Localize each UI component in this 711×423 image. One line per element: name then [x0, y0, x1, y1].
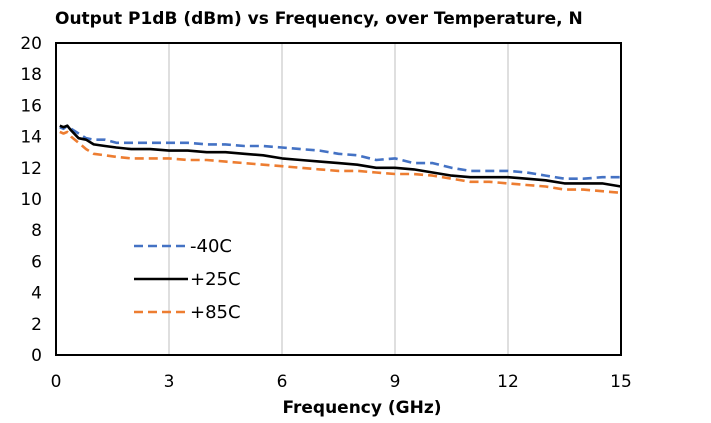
legend-label: +25C — [190, 269, 241, 290]
plot-frame — [55, 42, 622, 356]
x-tick-label: 15 — [610, 372, 632, 392]
y-tick-label: 20 — [20, 34, 42, 54]
series-line--40C — [59, 124, 621, 180]
y-tick-label: 6 — [31, 252, 42, 272]
series-layer — [59, 124, 622, 195]
legend-label: -40C — [190, 236, 232, 257]
grid — [168, 43, 509, 355]
y-tick-labels: 0 2 4 6 8 10 12 14 16 18 20 — [20, 34, 42, 366]
x-tick-label: 9 — [390, 372, 401, 392]
y-tick-label: 10 — [20, 190, 42, 210]
x-tick-label: 6 — [277, 372, 288, 392]
x-tick-labels: 0 3 6 9 12 15 — [51, 372, 632, 392]
series-line-+85C — [59, 130, 622, 195]
y-tick-label: 0 — [31, 346, 42, 366]
chart-title: Output P1dB (dBm) vs Frequency, over Tem… — [55, 9, 583, 29]
y-tick-label: 18 — [20, 65, 42, 85]
axes — [55, 42, 622, 356]
y-tick-label: 2 — [31, 315, 42, 335]
x-tick-label: 0 — [51, 372, 62, 392]
x-tick-label: 3 — [164, 372, 175, 392]
x-tick-label: 12 — [497, 372, 519, 392]
y-tick-label: 14 — [20, 128, 42, 148]
legend-label: +85C — [190, 302, 241, 323]
y-tick-label: 12 — [20, 159, 42, 179]
series-line-+25C — [59, 124, 622, 188]
y-tick-label: 16 — [20, 96, 42, 116]
y-tick-label: 4 — [31, 284, 42, 304]
y-tick-label: 8 — [31, 221, 42, 241]
x-axis-title: Frequency (GHz) — [282, 398, 441, 418]
legend: -40C +25C +85C — [134, 236, 241, 323]
